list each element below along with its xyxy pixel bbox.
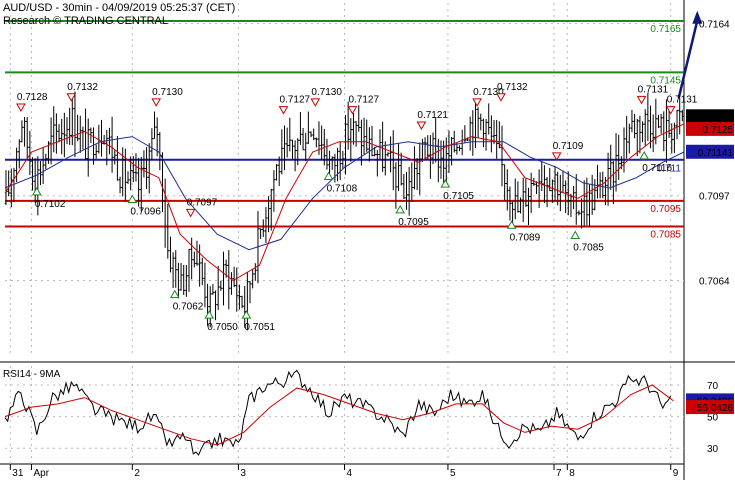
swing-low-marker (31, 186, 42, 196)
swing-high-label: 0.7131 (638, 84, 669, 95)
swing-high-marker (16, 103, 26, 113)
rsi-title: RSI14 - 9MA (3, 369, 61, 380)
swing-low-label: 0.7051 (244, 322, 275, 333)
rsi-badge-rsi_ma (686, 400, 734, 415)
swing-low-marker (395, 204, 406, 214)
time-tick-label: 4 (347, 468, 353, 479)
swing-high-label: 0.7109 (553, 141, 584, 152)
price-badge-label-pivot: 0.71141 (698, 148, 734, 159)
price-tick-label: 0.7097 (699, 192, 730, 203)
time-tick-label: Apr (34, 468, 50, 479)
swing-high-label: 0.7127 (279, 95, 310, 106)
price-badge-label-ma_fast: 0.7125 (702, 125, 733, 136)
rsi-tick-label: 50 (707, 413, 719, 424)
swing-high-marker (496, 93, 506, 102)
swing-high-marker (310, 98, 321, 107)
level-label-support: 0.7085 (650, 230, 681, 241)
ma-fast-line (4, 123, 685, 282)
price-badge-ma_fast (686, 121, 734, 136)
swing-high-label: 0.7121 (417, 110, 448, 121)
time-tick-label: 9 (673, 468, 679, 479)
swing-low-marker (440, 179, 451, 188)
swing-high-marker (472, 98, 482, 107)
swing-high-label: 0.7132 (497, 82, 528, 93)
swing-high-label: 0.7130 (311, 87, 342, 98)
swing-low-label: 0.7062 (173, 302, 204, 313)
time-tick-label: 31 (12, 468, 24, 479)
swing-high-label: 0.7128 (17, 92, 48, 103)
swing-high-marker (185, 208, 196, 218)
rsi-tick-label: 30 (707, 444, 719, 455)
swing-low-label: 0.7085 (573, 243, 604, 254)
swing-low-label: 0.7116 (642, 163, 672, 174)
time-tick-label: 2 (134, 468, 140, 479)
swing-high-marker (551, 152, 562, 161)
swing-low-label: 0.7096 (130, 207, 161, 218)
chart-credit: Research © TRADING CENTRAL (3, 15, 168, 27)
swing-low-label: 0.7102 (35, 199, 66, 210)
price-badge-pivot (686, 144, 734, 159)
swing-low-marker (639, 150, 650, 160)
swing-high-label: 0.7130 (152, 87, 183, 98)
chart-title: AUD/USD - 30min - 04/09/2019 05:25:37 (C… (3, 2, 235, 14)
rsi-panel: RSI14 - 9MA70503060.243656.0426 (3, 369, 734, 456)
swing-high-label: 0.7131 (667, 95, 698, 106)
time-tick-label: 3 (240, 468, 246, 479)
level-label-resistance: 0.7145 (650, 75, 681, 86)
swing-low-marker (570, 230, 581, 240)
swing-high-label: 0.7097 (187, 197, 218, 208)
forecast-arrow-shaft (677, 20, 699, 99)
price-badge-label-current: 0.71279 (697, 112, 734, 123)
price-badge-current (686, 109, 734, 124)
swing-low-marker (204, 310, 215, 319)
swing-high-marker (416, 121, 427, 131)
level-label-support: 0.7095 (650, 204, 681, 215)
swing-high-label: 0.7130 (473, 87, 504, 98)
series-layer (4, 10, 703, 331)
swing-low-label: 0.7095 (398, 217, 429, 228)
level-label-pivot: 0.711 (657, 164, 682, 175)
swing-high-marker (347, 106, 358, 115)
swing-low-marker (169, 289, 180, 299)
price-tick-label: 0.7164 (699, 20, 730, 31)
axis-layer: 0.71640.70970.70640.712790.71250.7114131… (9, 20, 734, 479)
swing-high-marker (665, 106, 676, 115)
swing-high-marker (66, 93, 77, 102)
forecast-arrow-head (692, 10, 703, 24)
rsi-tick-label: 70 (707, 381, 719, 392)
swing-low-marker (241, 310, 252, 319)
swing-low-marker (323, 171, 334, 180)
rsi-line (4, 369, 672, 456)
swing-low-marker (127, 194, 138, 204)
swing-low-label: 0.7108 (327, 183, 358, 194)
time-tick-label: 8 (569, 468, 575, 479)
swing-high-marker (278, 106, 289, 115)
swing-high-marker (151, 98, 162, 107)
swing-low-label: 0.7050 (207, 322, 238, 333)
swing-high-label: 0.7127 (348, 95, 379, 106)
rsi-ma-line (4, 384, 674, 446)
swing-low-marker (506, 220, 517, 229)
rsi-badge-label-rsi_ma: 56.0426 (697, 403, 734, 414)
swing-high-marker (636, 95, 647, 105)
swing-low-label: 0.7089 (510, 232, 541, 243)
ma-slow-line (4, 136, 685, 251)
swing-high-label: 0.7132 (67, 82, 98, 93)
time-tick-label: 7 (556, 468, 562, 479)
price-tick-label: 0.7064 (699, 276, 730, 287)
swing-low-label: 0.7105 (443, 191, 474, 202)
level-label-resistance: 0.7165 (650, 24, 681, 35)
time-tick-label: 5 (450, 468, 456, 479)
